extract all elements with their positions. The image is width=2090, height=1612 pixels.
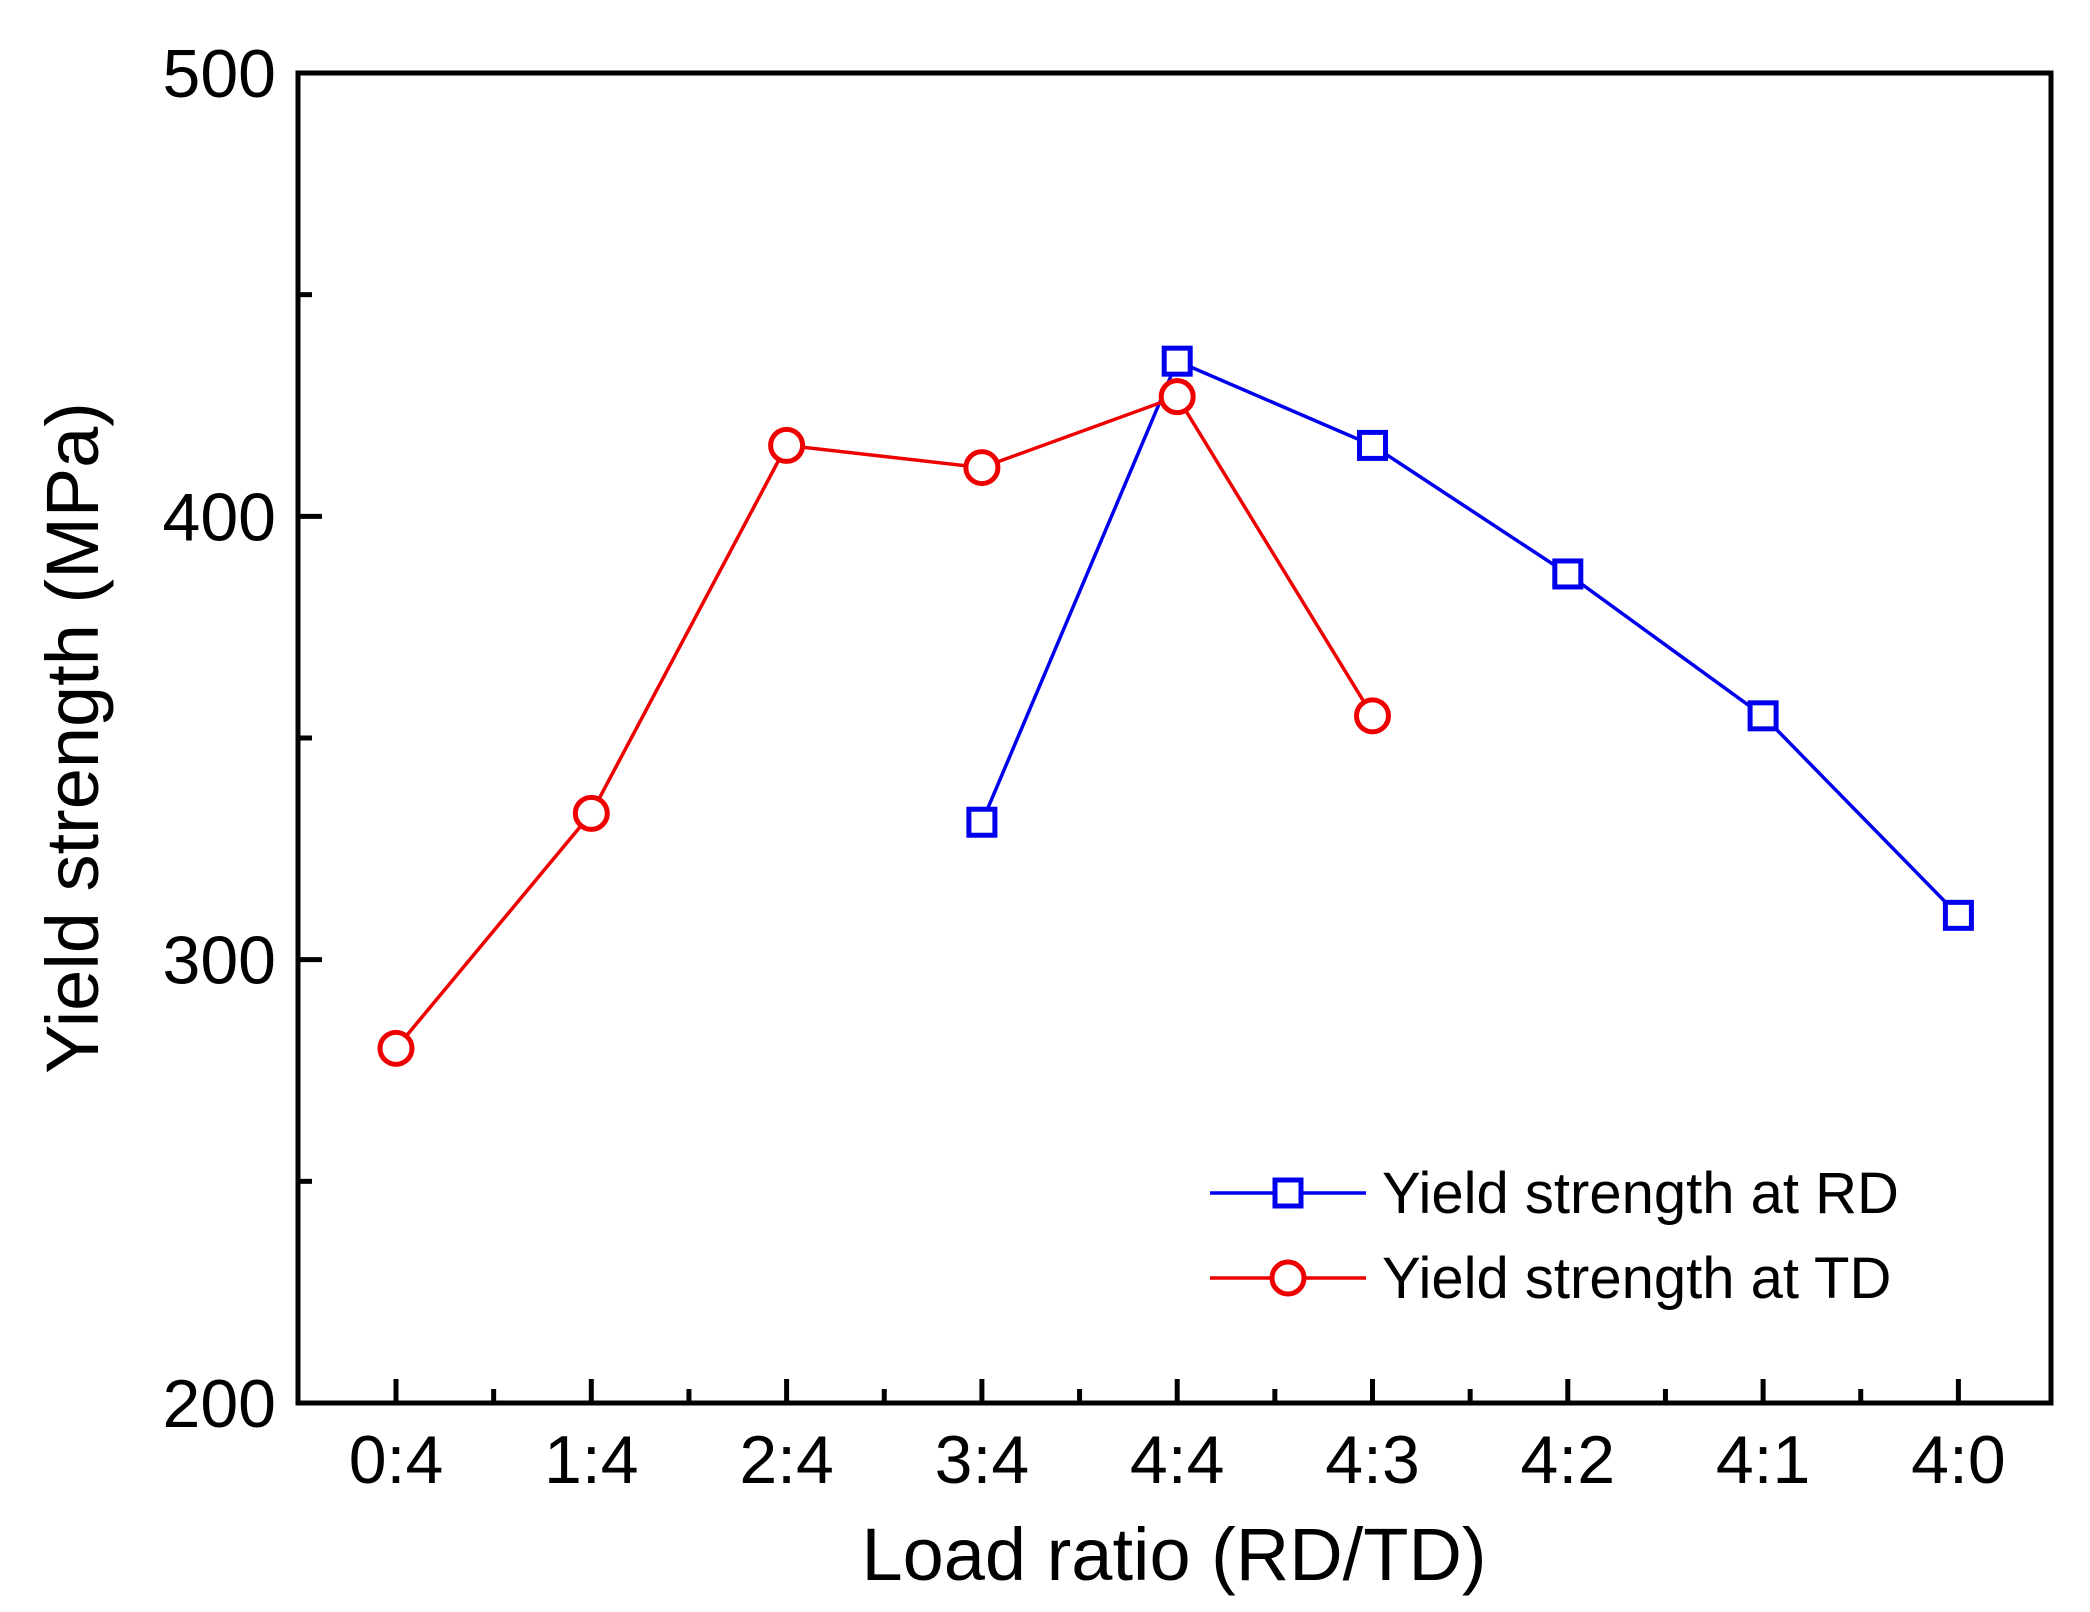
- legend-label: Yield strength at RD: [1382, 1161, 1899, 1226]
- data-point-td: [1158, 378, 1196, 416]
- y-axis-title: Yield strength (MPa): [31, 402, 114, 1074]
- series-line-rd: [980, 358, 1960, 917]
- x-tick-label: 3:4: [935, 1422, 1030, 1498]
- y-axis: 200 300 400 500: [163, 36, 322, 1442]
- data-point-td: [1354, 697, 1391, 735]
- data-point-td: [768, 426, 806, 464]
- x-tick-label: 4:3: [1325, 1422, 1420, 1498]
- data-point-td: [963, 449, 1001, 487]
- data-point-rd: [1942, 899, 1974, 931]
- data-point-td: [572, 794, 610, 832]
- x-axis-title: Load ratio (RD/TD): [861, 1513, 1486, 1596]
- data-point-rd: [1552, 558, 1584, 590]
- legend-marker: [1272, 1177, 1304, 1209]
- x-axis: 0:4 1:4 2:4 3:4 4:4 4:3 4:2 4:1 4:0: [349, 1379, 2006, 1498]
- x-tick-label: 1:4: [544, 1422, 639, 1498]
- legend-label: Yield strength at TD: [1382, 1246, 1891, 1311]
- y-tick-label: 300: [163, 923, 276, 999]
- series-line-td: [394, 394, 1374, 1050]
- x-tick-label: 0:4: [349, 1422, 444, 1498]
- data-point-rd: [1747, 700, 1779, 732]
- x-tick-label: 2:4: [739, 1422, 834, 1498]
- x-tick-label: 4:2: [1521, 1422, 1616, 1498]
- x-tick-label: 4:1: [1716, 1422, 1811, 1498]
- y-tick-label: 400: [163, 479, 276, 555]
- x-tick-label: 4:4: [1130, 1422, 1225, 1498]
- series-layer: [377, 345, 1974, 1067]
- y-tick-label: 200: [163, 1366, 276, 1442]
- legend: Yield strength at RD Yield strength at TD: [1210, 1161, 1899, 1311]
- data-point-rd: [1161, 345, 1193, 377]
- data-point-rd: [966, 806, 998, 838]
- data-point-td: [377, 1029, 415, 1067]
- legend-marker: [1269, 1259, 1307, 1297]
- y-tick-label: 500: [163, 36, 276, 112]
- x-tick-label: 4:0: [1911, 1422, 2006, 1498]
- data-point-rd: [1357, 429, 1388, 461]
